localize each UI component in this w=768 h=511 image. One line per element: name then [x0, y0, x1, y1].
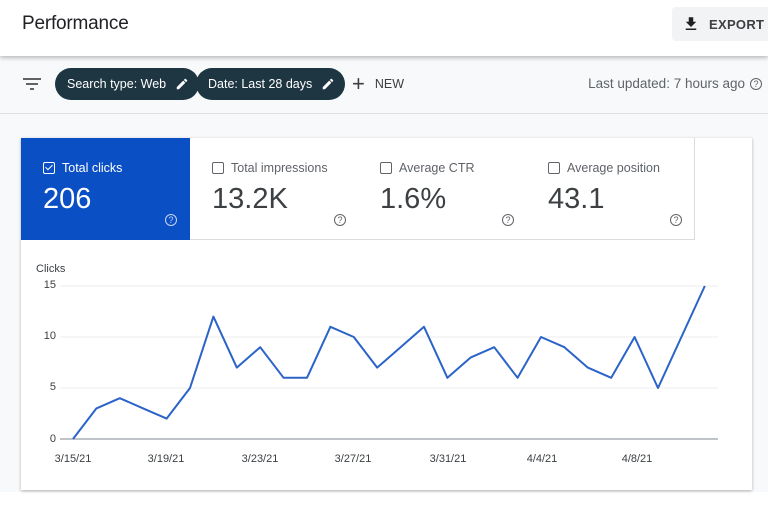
metric-tile-total-clicks[interactable]: Total clicks 206 ?	[21, 138, 190, 240]
metric-tile-average-ctr[interactable]: Average CTR 1.6% ?	[358, 138, 527, 240]
checkbox-unchecked-icon[interactable]	[380, 162, 392, 174]
metric-header: Average position	[548, 161, 660, 175]
y-tick-label: 0	[49, 433, 56, 445]
x-tick-label: 4/4/21	[526, 453, 558, 465]
metric-value: 13.2K	[212, 183, 288, 215]
edit-pencil-icon	[176, 78, 188, 90]
download-icon	[685, 17, 697, 30]
edit-pencil-icon	[322, 78, 334, 90]
help-circle-icon[interactable]: ?	[750, 77, 762, 90]
x-tick-label: 3/31/21	[429, 453, 467, 465]
new-filter-label: NEW	[374, 77, 405, 91]
filter-list-icon[interactable]	[22, 76, 42, 92]
checkbox-checked-icon[interactable]	[43, 162, 55, 174]
metric-value: 206	[43, 183, 92, 215]
performance-card: Total clicks 206 ? Total impressions 13.…	[21, 138, 752, 490]
chip-label: Date: Last 28 days	[208, 77, 313, 91]
metric-label: Average position	[567, 161, 660, 175]
checkbox-unchecked-icon[interactable]	[212, 162, 224, 174]
x-tick-label: 3/19/21	[147, 453, 185, 465]
help-circle-icon[interactable]: ?	[670, 214, 682, 226]
y-axis-title: Clicks	[36, 263, 66, 275]
metric-tile-average-position[interactable]: Average position 43.1 ?	[526, 138, 695, 240]
help-circle-icon[interactable]: ?	[165, 214, 177, 226]
metric-label: Total clicks	[62, 161, 123, 175]
metric-header: Average CTR	[380, 161, 475, 175]
metric-tile-total-impressions[interactable]: Total impressions 13.2K ?	[190, 138, 359, 240]
export-label: EXPORT	[709, 16, 765, 32]
y-tick-label: 5	[49, 381, 56, 393]
checkbox-unchecked-icon[interactable]	[548, 162, 560, 174]
help-circle-icon[interactable]: ?	[334, 214, 346, 226]
last-updated-text: Last updated: 7 hours ago	[588, 76, 745, 91]
metric-header: Total clicks	[43, 161, 122, 175]
page-header: Performance EXPORT	[0, 0, 768, 56]
y-tick-label: 10	[43, 330, 56, 342]
chip-label: Search type: Web	[67, 77, 167, 91]
metric-value: 43.1	[548, 183, 605, 215]
metric-value: 1.6%	[380, 183, 447, 215]
metric-label: Average CTR	[399, 161, 475, 175]
search-type-chip[interactable]: Search type: Web	[55, 68, 200, 100]
help-circle-icon[interactable]: ?	[502, 214, 514, 226]
x-tick-label: 3/23/21	[241, 453, 279, 465]
metric-label: Total impressions	[231, 161, 328, 175]
date-range-chip[interactable]: Date: Last 28 days	[196, 68, 346, 100]
metric-header: Total impressions	[212, 161, 328, 175]
plus-icon: +	[352, 71, 365, 96]
x-tick-label: 4/8/21	[621, 453, 653, 465]
y-tick-label: 15	[43, 279, 56, 291]
page-title: Performance	[22, 13, 129, 34]
export-button[interactable]: EXPORT	[672, 7, 768, 41]
last-updated: Last updated: 7 hours ago ?	[588, 76, 762, 91]
x-tick-label: 3/27/21	[334, 453, 372, 465]
x-tick-label: 3/15/21	[54, 453, 92, 465]
new-filter-button[interactable]: + NEW	[352, 72, 404, 96]
